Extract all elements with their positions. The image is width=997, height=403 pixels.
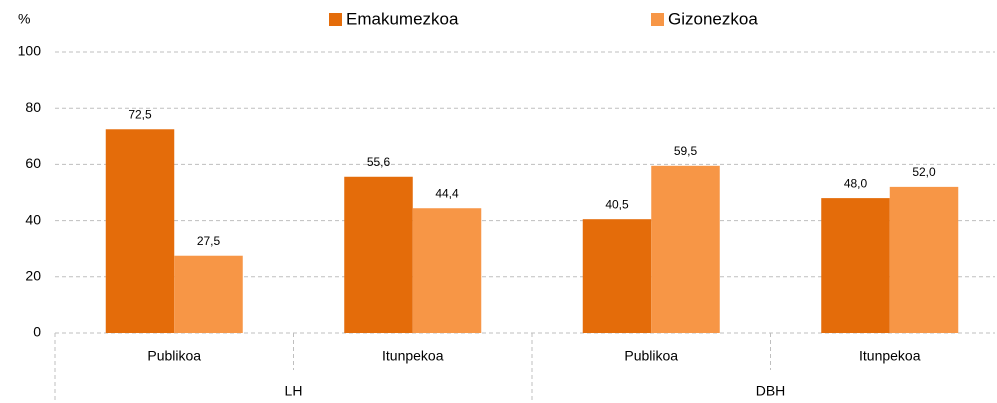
- legend-label: Emakumezkoa: [346, 9, 459, 28]
- y-tick-label: 20: [25, 268, 41, 284]
- legend-swatch: [651, 13, 664, 26]
- y-tick-label: 80: [25, 99, 41, 115]
- value-label: 52,0: [912, 165, 936, 179]
- group-label: LH: [285, 383, 303, 399]
- legend-label: Gizonezkoa: [668, 9, 758, 28]
- bar: [174, 255, 243, 333]
- y-axis-label: %: [18, 11, 30, 27]
- y-tick-label: 100: [18, 43, 42, 59]
- bar: [344, 176, 413, 333]
- value-label: 48,0: [844, 176, 868, 190]
- bar: [105, 129, 175, 333]
- group-label: DBH: [756, 383, 786, 399]
- legend-swatch: [329, 13, 342, 26]
- value-label: 72,5: [128, 107, 152, 121]
- bar: [889, 186, 959, 333]
- bar: [412, 208, 482, 333]
- bar: [582, 219, 652, 333]
- x-tick-label: Itunpekoa: [859, 348, 921, 364]
- y-tick-label: 0: [33, 324, 41, 340]
- value-label: 59,5: [674, 144, 698, 158]
- bar: [651, 165, 720, 333]
- x-tick-label: Itunpekoa: [382, 348, 444, 364]
- y-tick-label: 60: [25, 155, 41, 171]
- y-tick-label: 40: [25, 211, 41, 227]
- value-label: 40,5: [605, 197, 629, 211]
- x-tick-label: Publikoa: [624, 348, 678, 364]
- value-label: 44,4: [435, 186, 459, 200]
- value-label: 55,6: [367, 155, 391, 169]
- bar: [821, 198, 890, 333]
- value-label: 27,5: [197, 234, 221, 248]
- x-tick-label: Publikoa: [147, 348, 201, 364]
